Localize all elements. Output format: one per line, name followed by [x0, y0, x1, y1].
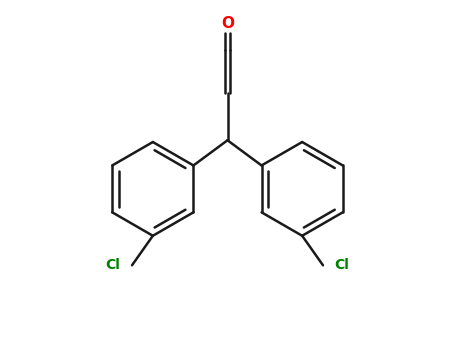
Text: O: O: [221, 16, 234, 32]
Text: Cl: Cl: [334, 258, 349, 272]
Text: Cl: Cl: [106, 258, 121, 272]
